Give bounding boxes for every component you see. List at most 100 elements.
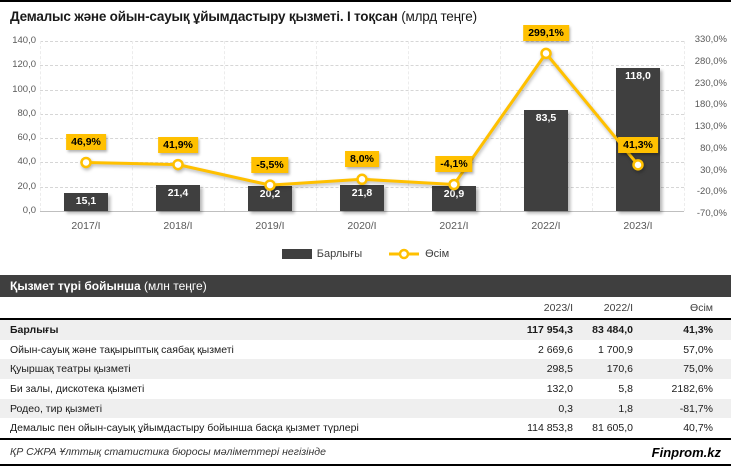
footer: ҚР СЖРА Ұлттық статистика бюросы мәлімет…	[0, 440, 731, 464]
bar-2022/I: 83,5	[524, 109, 568, 211]
row-value: 132,0	[546, 382, 573, 395]
gridline-h	[40, 138, 684, 140]
x-axis-category: 2021/I	[439, 220, 469, 232]
line-marker	[540, 47, 552, 60]
left-axis-tick: 140,0	[12, 35, 36, 46]
legend-label-bars: Барлығы	[316, 248, 363, 260]
row-value: 117 954,3	[526, 323, 573, 336]
left-axis-tick: 80,0	[17, 107, 37, 119]
table-body: Барлығы 117 954,3 83 484,0 41,3% Ойын-сауық …	[0, 320, 731, 440]
row-value: 170,6	[606, 363, 633, 376]
left-axis-tick: 120,0	[12, 59, 36, 71]
x-axis-category: 2020/I	[347, 220, 377, 232]
source-note: ҚР СЖРА Ұлттық статистика бюросы мәлімет…	[10, 446, 326, 458]
growth-value-label: 46,9%	[66, 134, 106, 151]
table-row: Барлығы 117 954,3 83 484,0 41,3%	[0, 320, 731, 340]
gridline-h	[40, 41, 684, 42]
top-rule	[0, 0, 731, 2]
left-axis-tick: 20,0	[17, 180, 37, 192]
table-row: Қуыршақ театры қызметі 298,5 170,6 75,0%	[0, 359, 731, 380]
line-swatch-icon	[389, 248, 420, 260]
page-title-main: Демалыс және ойын-сауық ұйымдастыру қызм…	[10, 9, 398, 24]
gridline-h	[40, 113, 684, 115]
row-value: 40,7%	[683, 422, 713, 435]
row-value: 2 669,6	[537, 343, 573, 356]
table-section-title: Қызмет түрі бойынша (млн теңге)	[10, 279, 207, 293]
right-axis-tick: 280,0%	[694, 55, 727, 67]
bar-2018/I: 21,4	[156, 185, 200, 211]
legend-item-line: Өсім	[388, 248, 449, 260]
bar-value-label: 20,2	[259, 188, 281, 201]
x-axis-category: 2017/I	[71, 220, 101, 232]
row-label: Барлығы	[10, 323, 59, 336]
gridline-v	[684, 41, 685, 211]
table-row: Родео, тир қызметі 0,3 1,8 -81,7%	[0, 398, 731, 419]
right-axis-tick: -20,0%	[696, 186, 727, 198]
row-value: 1,8	[618, 402, 633, 415]
bar-2017/I: 15,1	[64, 192, 108, 211]
row-value: 83 484,0	[592, 323, 633, 336]
row-label: Родео, тир қызметі	[10, 402, 103, 415]
bar-value-label: 21,8	[351, 186, 373, 199]
row-label: Ойын-сауық және тақырыптық саябақ қызмет…	[10, 343, 234, 356]
growth-value-label: -4,1%	[435, 156, 473, 173]
left-axis-tick: 100,0	[12, 83, 36, 95]
chart-legend: Барлығы Өсім	[0, 248, 731, 260]
x-axis-line	[40, 211, 684, 212]
left-axis-tick: 0,0	[22, 205, 36, 216]
table-section-header: Қызмет түрі бойынша (млн теңге)	[0, 275, 731, 297]
row-label: Демалыс пен ойын-сауық ұйымдастыру бойын…	[10, 422, 359, 435]
gridline-v	[408, 41, 409, 211]
right-axis-tick: 80,0%	[700, 142, 727, 154]
growth-line-series	[80, 47, 644, 191]
row-value: 57,0%	[683, 343, 713, 356]
line-marker	[172, 158, 184, 171]
page-title: Демалыс және ойын-сауық ұйымдастыру қызм…	[0, 2, 731, 28]
right-axis-tick: 330,0%	[694, 34, 727, 45]
bar-value-label: 20,9	[443, 187, 465, 200]
bar-value-label: 21,4	[167, 187, 189, 199]
gridline-h	[40, 65, 684, 67]
column-header-2023: 2023/I	[543, 301, 573, 314]
page-title-unit: (млрд теңге)	[401, 9, 477, 24]
right-axis-tick: 130,0%	[694, 121, 727, 132]
left-axis-tick: 60,0	[17, 132, 37, 144]
gridline-h	[40, 89, 684, 91]
table-row: Ойын-сауық және тақырыптық саябақ қызмет…	[0, 339, 731, 360]
line-marker	[356, 173, 368, 186]
gridline-v	[500, 41, 501, 211]
column-header-2022: 2022/I	[603, 301, 633, 314]
table-column-headers: 2023/I 2022/I Өсім	[0, 297, 731, 320]
gridline-v	[224, 41, 225, 211]
line-marker	[632, 159, 644, 171]
right-axis-tick: -70,0%	[696, 208, 727, 219]
row-value: 114 853,8	[527, 422, 573, 435]
x-axis-category: 2019/I	[255, 220, 285, 232]
gridline-v	[40, 41, 41, 211]
row-value: 75,0%	[683, 363, 713, 376]
bar-value-label: 15,1	[75, 194, 97, 207]
growth-value-label: 41,9%	[158, 136, 198, 153]
brand-logo: Finprom.kz	[651, 444, 721, 460]
row-value: 81 605,0	[592, 422, 633, 435]
x-axis-category: 2022/I	[531, 220, 561, 232]
table-row: Би залы, дискотека қызметі 132,0 5,8 2182,6…	[0, 379, 731, 399]
bar-swatch-icon	[281, 249, 312, 259]
right-axis-tick: 180,0%	[694, 99, 727, 111]
bar-value-label: 118,0	[625, 69, 651, 82]
left-axis-tick: 40,0	[17, 156, 37, 168]
row-value: 2182,6%	[671, 382, 713, 395]
line-marker	[80, 156, 92, 169]
gridline-v	[316, 41, 317, 211]
bar-value-label: 83,5	[535, 111, 557, 124]
row-value: 41,3%	[683, 323, 713, 336]
row-label: Қуыршақ театры қызметі	[10, 363, 131, 376]
table-row: Демалыс пен ойын-сауық ұйымдастыру бойын…	[0, 418, 731, 439]
combo-chart: Барлығы Өсім 140,0 120,0 100,0 80,0 60,0 40,0…	[0, 25, 731, 275]
row-value: -81,7%	[679, 402, 713, 415]
row-value: 0,3	[558, 402, 573, 415]
bar-2020/I: 21,8	[340, 184, 384, 211]
legend-label-line: Өсім	[425, 248, 450, 260]
row-value: 5,8	[618, 382, 633, 395]
